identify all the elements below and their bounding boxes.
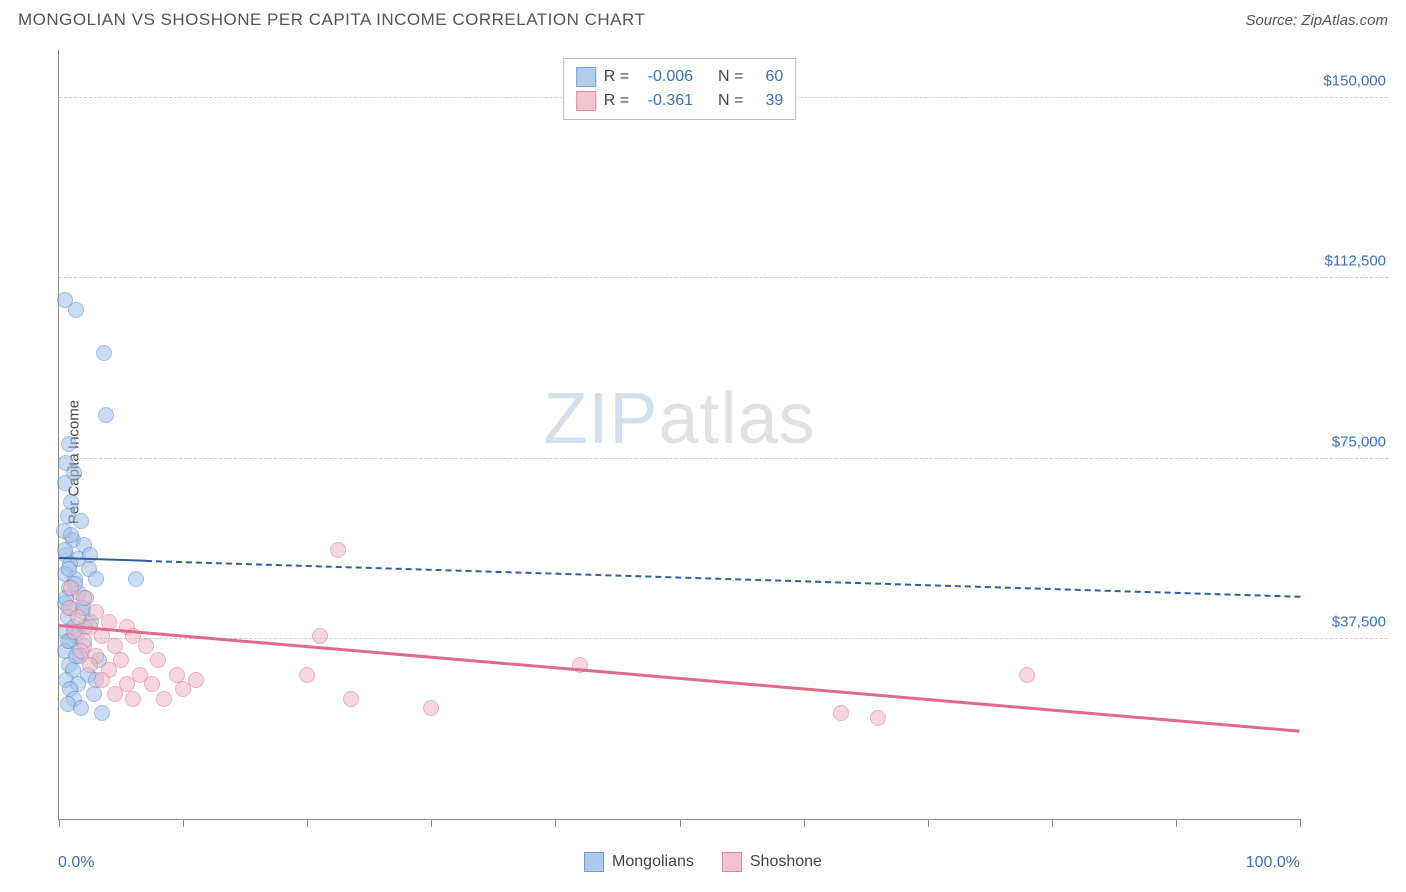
data-point <box>96 345 112 361</box>
trend-line <box>59 624 1300 733</box>
data-point <box>128 571 144 587</box>
r-value: -0.361 <box>637 92 693 110</box>
source-credit: Source: ZipAtlas.com <box>1245 12 1388 29</box>
data-point <box>299 667 315 683</box>
legend-item: Mongolians <box>584 852 694 872</box>
y-tick-label: $150,000 <box>1304 73 1386 90</box>
data-point <box>188 672 204 688</box>
data-point <box>138 638 154 654</box>
gridline <box>59 638 1388 639</box>
data-point <box>423 700 439 716</box>
data-point <box>343 691 359 707</box>
data-point <box>1019 667 1035 683</box>
data-point <box>107 686 123 702</box>
data-point <box>98 407 114 423</box>
legend-swatch <box>576 91 596 111</box>
data-point <box>94 705 110 721</box>
data-point <box>150 652 166 668</box>
n-value: 39 <box>751 92 783 110</box>
watermark: ZIPatlas <box>543 378 815 460</box>
data-point <box>63 527 79 543</box>
gridline <box>59 458 1388 459</box>
x-axis-min-label: 0.0% <box>58 854 94 872</box>
y-tick-label: $37,500 <box>1304 613 1386 630</box>
x-tick <box>1300 819 1301 827</box>
n-label: N = <box>718 92 743 110</box>
legend-stat-row: R = -0.361 N = 39 <box>576 89 784 113</box>
data-point <box>61 436 77 452</box>
x-tick <box>804 819 805 827</box>
legend-swatch <box>576 67 596 87</box>
data-point <box>88 571 104 587</box>
data-point <box>156 691 172 707</box>
data-point <box>68 302 84 318</box>
x-tick <box>555 819 556 827</box>
gridline <box>59 277 1388 278</box>
x-tick <box>680 819 681 827</box>
legend-swatch <box>722 852 742 872</box>
data-point <box>312 628 328 644</box>
n-label: N = <box>718 68 743 86</box>
r-label: R = <box>604 92 629 110</box>
x-tick <box>928 819 929 827</box>
chart-title: MONGOLIAN VS SHOSHONE PER CAPITA INCOME … <box>18 10 645 30</box>
legend-label: Shoshone <box>750 853 822 871</box>
r-value: -0.006 <box>637 68 693 86</box>
legend-item: Shoshone <box>722 852 822 872</box>
legend-swatch <box>584 852 604 872</box>
data-point <box>76 590 92 606</box>
x-tick <box>1176 819 1177 827</box>
x-tick <box>431 819 432 827</box>
series-legend: Mongolians Shoshone <box>584 852 822 872</box>
x-tick <box>183 819 184 827</box>
chart-container: Per Capita Income ZIPatlas R =-0.006 N =… <box>18 44 1388 880</box>
data-point <box>57 475 73 491</box>
x-tick <box>307 819 308 827</box>
legend-label: Mongolians <box>612 853 694 871</box>
y-tick-label: $112,500 <box>1304 253 1386 270</box>
data-point <box>82 657 98 673</box>
y-tick-label: $75,000 <box>1304 433 1386 450</box>
r-label: R = <box>604 68 629 86</box>
x-tick <box>59 819 60 827</box>
data-point <box>833 705 849 721</box>
data-point <box>73 643 89 659</box>
data-point <box>94 672 110 688</box>
data-point <box>125 691 141 707</box>
data-point <box>73 513 89 529</box>
data-point <box>73 700 89 716</box>
stats-legend: R = -0.006 N = 60 R = -0.361 N = 39 <box>563 58 797 120</box>
legend-stat-row: R = -0.006 N = 60 <box>576 65 784 89</box>
data-point <box>870 710 886 726</box>
data-point <box>82 547 98 563</box>
data-point <box>86 686 102 702</box>
trend-line <box>146 560 1300 598</box>
x-tick <box>1052 819 1053 827</box>
x-axis-max-label: 100.0% <box>1246 854 1300 872</box>
plot-area: ZIPatlas R =-0.006 N =60R =-0.361 N =39 … <box>58 50 1300 820</box>
data-point <box>144 676 160 692</box>
n-value: 60 <box>751 68 783 86</box>
data-point <box>57 542 73 558</box>
data-point <box>330 542 346 558</box>
